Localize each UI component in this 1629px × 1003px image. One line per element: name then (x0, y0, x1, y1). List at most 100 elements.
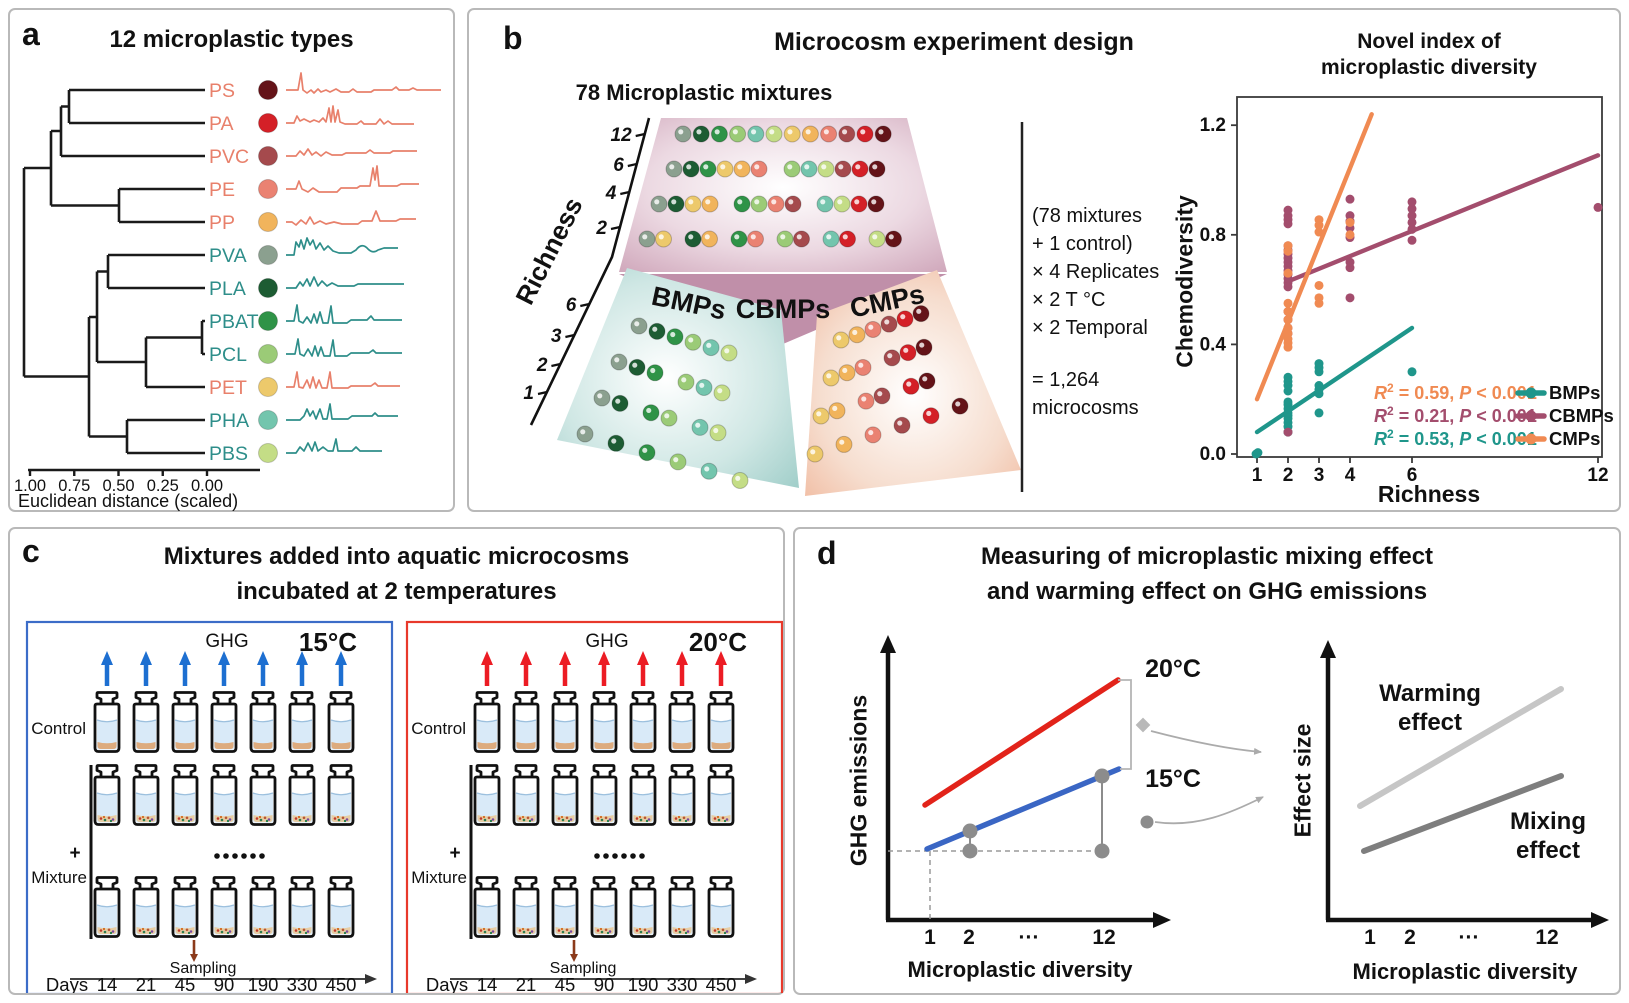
mixture-dot-highlight (903, 347, 909, 353)
type-dot-ps (258, 80, 278, 100)
data-point-cbmps (1407, 224, 1417, 234)
mixture-dot (682, 160, 700, 178)
mixture-dot (667, 195, 685, 213)
mixture-dot-highlight (580, 429, 586, 435)
type-label-pbs: PBS (209, 443, 248, 465)
scatter-y-tick-label: 0.8 (1200, 225, 1226, 246)
mixture-dot-highlight (720, 164, 726, 170)
mixture-dot (793, 230, 810, 248)
mixture-dot (638, 444, 656, 462)
type-dot-pe (258, 179, 278, 199)
mixture-vial (327, 876, 355, 938)
mixture-dot (674, 125, 692, 143)
mixture-dot-highlight (705, 199, 711, 205)
type-label-pe: PE (209, 179, 235, 201)
mixture-dot (838, 125, 856, 143)
mixture-dot-highlight (842, 129, 848, 135)
mixture-dot (765, 125, 783, 143)
mixing-flow-arrow (1154, 796, 1264, 825)
mixture-dot (822, 369, 840, 387)
warming-diamond-marker (1135, 717, 1151, 733)
mixture-dot (731, 472, 749, 489)
scatter-y-tick-label: 1.2 (1200, 115, 1226, 136)
microcosm-canvas: GHG 15°C Control + Mixture Sampling Days 14 21 45… (25, 620, 783, 993)
mixture-dot-highlight (854, 199, 860, 205)
mixture-vial (210, 876, 238, 938)
control-vial (512, 691, 540, 753)
ghg-arrow-head (179, 651, 191, 665)
warming-bracket (1118, 679, 1132, 770)
mixture-dot (820, 125, 838, 143)
left-x-tick-label: 2 (963, 926, 975, 949)
mixture-dot-highlight (823, 129, 829, 135)
richness-tick (620, 190, 630, 196)
distance-axis-tick: 1.00 (14, 477, 46, 495)
sampling-label: Sampling (550, 960, 617, 977)
mixture-dot (864, 426, 882, 444)
data-point-cmps (1314, 227, 1324, 237)
mixture-dot (642, 404, 660, 422)
ellipsis-dot (621, 853, 627, 859)
data-point-cmps (1345, 217, 1355, 227)
mixture-dot (692, 125, 710, 143)
data-point-cbmps (1345, 257, 1355, 267)
data-point-cbmps (1345, 293, 1355, 303)
distance-axis (28, 468, 260, 476)
mixture-vial (512, 876, 540, 938)
mixture-dot-highlight (650, 368, 656, 374)
panel-a: PS PA PVC PE PP PVA PLA PBAT PCL PET PHA PBS 1.00 0.7… (8, 8, 455, 512)
richness-tick-label: 1 (523, 383, 534, 404)
right-x-tick-label: 12 (1535, 926, 1558, 949)
mixture-dot-highlight (810, 449, 816, 455)
mixing-line (1361, 773, 1564, 854)
left-x-tick-label: 12 (1092, 926, 1115, 949)
mixture-dot (655, 230, 672, 248)
ghg-arrow-head (257, 651, 269, 665)
type-label-pcl: PCL (209, 344, 247, 366)
richness-tick-label: 6 (613, 155, 624, 176)
type-label-pha: PHA (209, 410, 249, 432)
data-point-bmps (1314, 359, 1324, 369)
mixture-dot-highlight (614, 357, 620, 363)
mixture-dot (783, 160, 801, 178)
mixture-vial (171, 764, 199, 826)
day-tick-label: 45 (555, 974, 576, 993)
mixture-dot (628, 358, 646, 376)
richness-tick-label: 2 (536, 355, 548, 376)
mixture-dot (834, 160, 852, 178)
legend-marker-dot (1525, 410, 1537, 422)
mixture-dot (710, 125, 728, 143)
mixture-dot-highlight (750, 234, 756, 240)
mixture-dot-highlight (735, 475, 741, 481)
temperature-label: 20°C (689, 627, 747, 657)
mixture-dot-highlight (900, 314, 906, 320)
mixture-dot (918, 372, 936, 390)
data-point-cmps (1314, 280, 1324, 290)
richness-tick-label: 6 (566, 295, 577, 316)
mixture-dot-highlight (838, 164, 844, 170)
mixture-dot-highlight (820, 199, 826, 205)
ellipsis-dot (214, 853, 220, 859)
mixture-dot (951, 397, 969, 415)
legend-marker-dot (1525, 387, 1537, 399)
mixture-dot (702, 339, 720, 357)
mixture-dot-highlight (734, 234, 740, 240)
mixture-dot-highlight (695, 422, 701, 428)
day-tick-label: 90 (214, 974, 235, 993)
mixture-dot-highlight (852, 329, 858, 336)
ghg-arrow-head (218, 651, 230, 665)
control-vial (629, 691, 657, 753)
trend-line-bmps (1254, 325, 1415, 435)
ghg-arrow-head (140, 651, 152, 665)
spectrum-pet (286, 371, 400, 389)
mixture-dot (850, 195, 868, 213)
type-dot-pcl (258, 344, 278, 364)
spectrum-pe (286, 165, 419, 193)
data-point-cmps (1283, 241, 1293, 251)
mixture-dot-highlight (669, 164, 675, 170)
day-tick-label: 450 (706, 974, 737, 993)
mixture-dot-highlight (787, 164, 793, 170)
mixture-dot (784, 195, 802, 213)
